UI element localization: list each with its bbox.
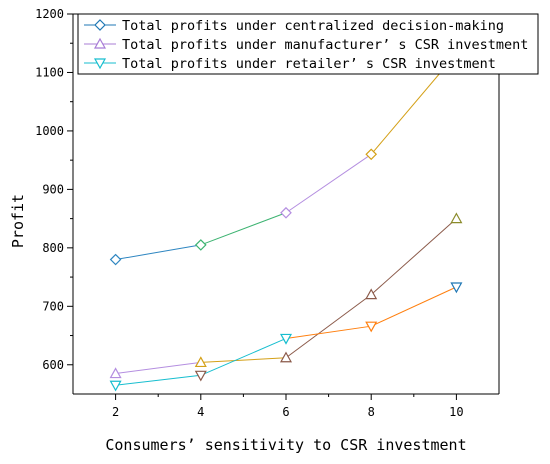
data-point xyxy=(450,282,463,294)
series-line-segment xyxy=(200,212,287,246)
y-tick-label: 700 xyxy=(42,299,64,313)
y-tick-label: 1200 xyxy=(35,7,64,21)
series-line-segment xyxy=(285,325,372,339)
series-line-segment xyxy=(115,244,201,261)
y-tick-label: 1000 xyxy=(35,124,64,138)
data-point xyxy=(365,321,378,333)
series-line-segment xyxy=(370,218,457,295)
x-tick-label: 10 xyxy=(449,405,463,419)
data-point xyxy=(194,239,207,251)
legend-box xyxy=(77,13,539,75)
legend-label: Total profits under retailer’ s CSR inve… xyxy=(122,56,496,72)
series-1 xyxy=(109,47,463,266)
series-line-segment xyxy=(285,294,372,359)
data-point xyxy=(109,380,122,392)
series-line-segment xyxy=(285,153,372,214)
legend-label: Total profits under centralized decision… xyxy=(122,18,504,34)
legend-marker xyxy=(93,58,107,70)
series-line-segment xyxy=(115,374,201,386)
y-tick-label: 800 xyxy=(42,241,64,255)
data-point xyxy=(109,367,122,379)
series-layer xyxy=(109,47,463,392)
legend-marker xyxy=(94,19,106,31)
data-point xyxy=(109,253,122,266)
y-tick-label: 900 xyxy=(42,182,64,196)
data-point xyxy=(280,206,292,219)
series-line-segment xyxy=(370,286,457,327)
data-point xyxy=(279,333,293,345)
y-axis-title: Profit xyxy=(9,194,27,248)
y-tick-label: 1100 xyxy=(35,65,64,79)
x-tick-label: 8 xyxy=(368,405,375,419)
data-point xyxy=(194,356,207,368)
y-tick-label: 600 xyxy=(42,358,64,372)
legend-label: Total profits under manufacturer’ s CSR … xyxy=(122,37,528,53)
x-axis-title: Consumers’ sensitivity to CSR investment xyxy=(105,436,466,454)
legend-marker xyxy=(93,37,107,49)
series-3 xyxy=(109,282,463,392)
x-tick-label: 2 xyxy=(112,405,119,419)
data-point xyxy=(450,212,463,224)
series-2 xyxy=(109,212,463,379)
series-line-segment xyxy=(115,361,201,375)
x-tick-label: 6 xyxy=(282,405,289,419)
series-line-segment xyxy=(200,357,287,363)
legend: Total profits under centralized decision… xyxy=(77,13,539,75)
series-line-segment xyxy=(200,338,287,376)
x-tick-label: 4 xyxy=(197,405,204,419)
data-point xyxy=(365,288,378,300)
data-point xyxy=(365,148,378,161)
data-point xyxy=(279,351,293,363)
data-point xyxy=(194,370,207,382)
axes: 2 4 6 8 10 600 700 800 900 1000 1100 1200 xyxy=(35,7,500,419)
